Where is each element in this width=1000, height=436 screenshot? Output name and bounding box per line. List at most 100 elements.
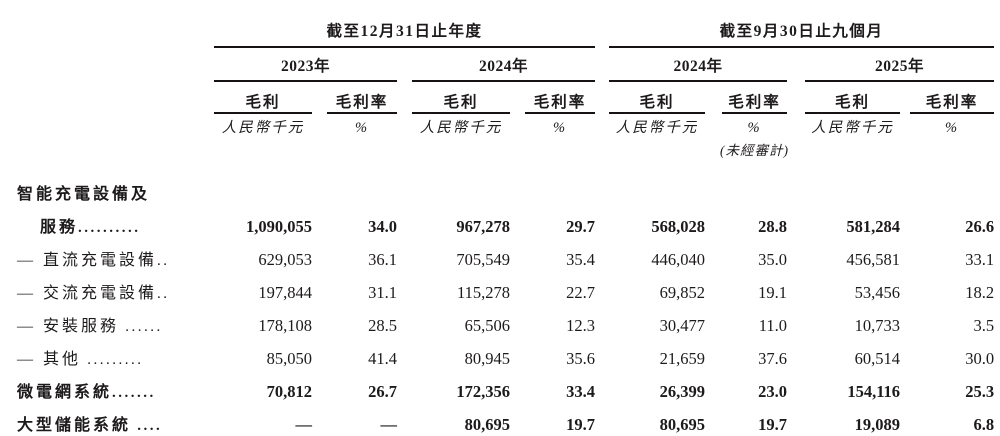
value-cell: 178,108 [258,316,312,335]
row-label-text: — 直流充電設備 [17,252,158,269]
row-label-text: 服務 [40,219,79,236]
value-cell: — [380,415,398,434]
value-cell: 85,050 [266,349,312,368]
spacer [705,241,722,274]
spacer [787,113,805,139]
row-label: — 安裝服務 ...... [2,307,214,340]
value-cell: 581,284 [846,217,901,236]
spacer [595,406,609,436]
spacer [787,241,805,274]
value-cell: — [295,415,313,434]
unaudited-note-row: (未經審計) [2,139,994,159]
spacer [705,113,722,139]
period-group-fy: 截至12月31日止年度 [214,8,596,48]
spacer [510,241,525,274]
unit-percent-label: % [945,120,960,136]
value-cell: 154,116 [847,382,901,401]
value-cell: 456,581 [846,250,901,269]
spacer [900,113,910,139]
row-label: 智能充電設備及 [2,175,994,208]
spacer [312,81,327,113]
spacer [397,373,412,406]
unit-percent-label: % [354,120,370,136]
value-cell: 36.1 [368,250,397,269]
row-label: — 交流充電設備.. [2,274,214,307]
spacer [312,340,327,373]
column-header-gross-margin: 毛利率 [327,81,397,114]
unit-percent-label: % [552,120,568,136]
value-cell: 28.5 [368,316,397,335]
value-cell: 37.6 [758,349,788,368]
dot-leader: .... [131,418,163,434]
row-label-text: 微電網系統 [17,384,113,401]
value-cell: 12.3 [566,316,596,335]
spacer [787,373,805,406]
value-cell: 33.4 [566,382,596,401]
value-cell: 22.7 [566,283,596,302]
spacer [787,274,805,307]
value-cell: 11.0 [758,316,788,335]
column-header-gross-profit: 毛利 [412,81,510,114]
year-header-2024fy: 2024年 [412,47,596,82]
dot-leader: ....... [112,385,156,401]
value-cell: 30.0 [965,349,995,368]
spacer [312,274,327,307]
spacer [787,340,805,373]
value-cell: 197,844 [258,283,312,302]
row-label: — 其他 ......... [2,340,214,373]
table-row-ac-charging: — 交流充電設備.. 197,844 31.1 115,278 22.7 69,… [2,274,994,307]
row-label-text: — 交流充電設備 [17,285,158,302]
column-header-gross-margin: 毛利率 [722,81,788,114]
year-header-2024-9m: 2024年 [609,47,788,82]
spacer [397,81,412,113]
year-header-row: 2023年 2024年 2024年 2025年 [2,47,995,82]
spacer [312,208,327,241]
value-cell: 41.4 [368,349,397,368]
value-cell: 35.0 [758,250,788,269]
units-row: 人民幣千元 % 人民幣千元 % 人民幣千元 % 人民幣千元 % [2,113,994,139]
table-row-smart-charging-line1: 智能充電設備及 [2,175,994,208]
value-cell: 25.3 [965,382,995,401]
spacer [312,241,327,274]
spacer [787,81,805,113]
value-cell: 65,506 [464,316,510,335]
value-cell: 705,549 [456,250,510,269]
spacer [595,8,609,47]
value-cell: 629,053 [258,250,312,269]
spacer [705,208,722,241]
value-cell: 3.5 [973,316,995,335]
value-cell: 70,812 [266,382,312,401]
spacer [787,208,805,241]
spacer [397,241,412,274]
spacer [595,307,609,340]
value-cell: 31.1 [368,283,397,302]
value-cell: 19.7 [566,415,596,434]
spacer [595,274,609,307]
value-cell: 26,399 [659,382,706,401]
measure-header-row: 毛利 毛利率 毛利 毛利率 毛利 毛利率 毛利 毛利率 [2,81,995,114]
value-cell: 1,090,055 [246,217,312,236]
row-label: 微電網系統....... [2,373,214,406]
value-cell: 10,733 [854,316,901,335]
spacer [510,274,525,307]
value-cell: 60,514 [854,349,901,368]
spacer [312,113,327,139]
value-cell: 18.2 [965,283,995,302]
spacer [705,274,722,307]
value-cell: 69,852 [659,283,706,302]
unit-currency-label: 人民幣千元 [221,120,305,136]
spacer [595,113,609,139]
row-label-text: 智能充電設備及 [17,186,151,203]
dot-leader: ......... [81,352,144,368]
dot-leader: .. [157,286,170,302]
spacer [900,274,910,307]
value-cell: 19.7 [758,415,788,434]
table-row-microgrid-systems: 微電網系統....... 70,812 26.7 172,356 33.4 26… [2,373,994,406]
spacer [787,47,805,81]
spacer [510,307,525,340]
spacer [595,208,609,241]
dot-leader: .......... [78,220,141,236]
unaudited-note-cell: (未經審計) [720,139,788,159]
unit-currency-label: 人民幣千元 [419,120,503,136]
